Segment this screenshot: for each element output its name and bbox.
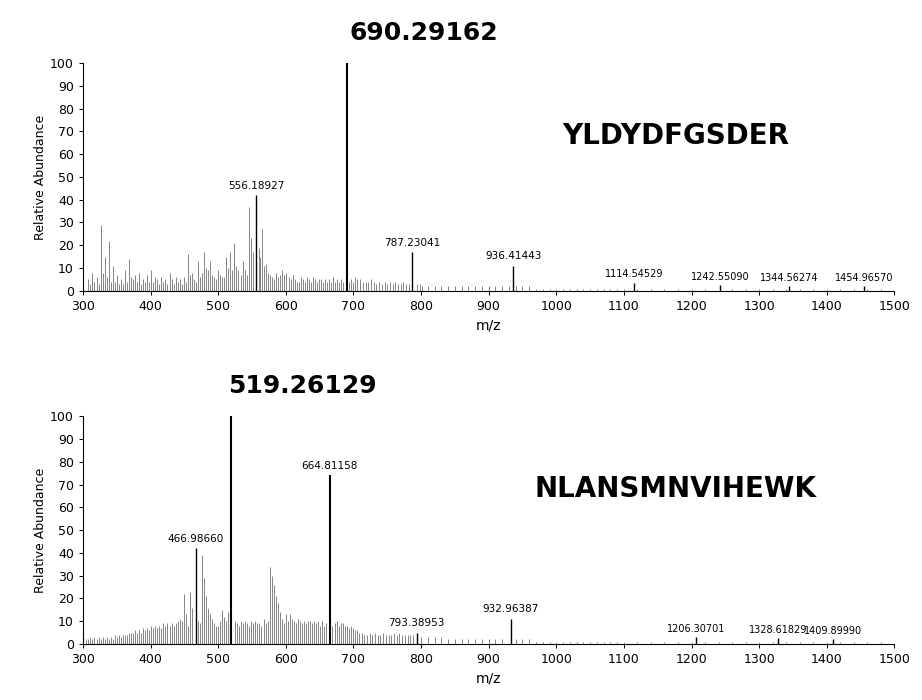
Text: 787.23041: 787.23041 <box>384 237 441 248</box>
Text: YLDYDFGSDER: YLDYDFGSDER <box>561 122 789 150</box>
Text: 1114.54529: 1114.54529 <box>605 270 663 279</box>
Text: 1206.30701: 1206.30701 <box>667 624 725 634</box>
Text: 556.18927: 556.18927 <box>228 181 284 190</box>
X-axis label: m/z: m/z <box>476 671 502 685</box>
Text: 936.41443: 936.41443 <box>485 251 541 261</box>
Text: 519.26129: 519.26129 <box>228 374 376 398</box>
Y-axis label: Relative Abundance: Relative Abundance <box>34 114 47 239</box>
X-axis label: m/z: m/z <box>476 318 502 332</box>
Text: 1242.55090: 1242.55090 <box>691 272 750 281</box>
Text: 664.81158: 664.81158 <box>301 461 358 471</box>
Text: 1454.96570: 1454.96570 <box>834 273 893 283</box>
Text: 1409.89990: 1409.89990 <box>804 626 862 636</box>
Text: 1344.56274: 1344.56274 <box>760 273 819 283</box>
Text: 1328.61829: 1328.61829 <box>750 625 808 635</box>
Text: NLANSMNVIHEWK: NLANSMNVIHEWK <box>534 475 816 503</box>
Text: 466.98660: 466.98660 <box>168 533 224 544</box>
Text: 690.29162: 690.29162 <box>349 21 498 45</box>
Y-axis label: Relative Abundance: Relative Abundance <box>34 468 47 593</box>
Text: 793.38953: 793.38953 <box>388 618 444 628</box>
Text: 932.96387: 932.96387 <box>483 604 539 615</box>
